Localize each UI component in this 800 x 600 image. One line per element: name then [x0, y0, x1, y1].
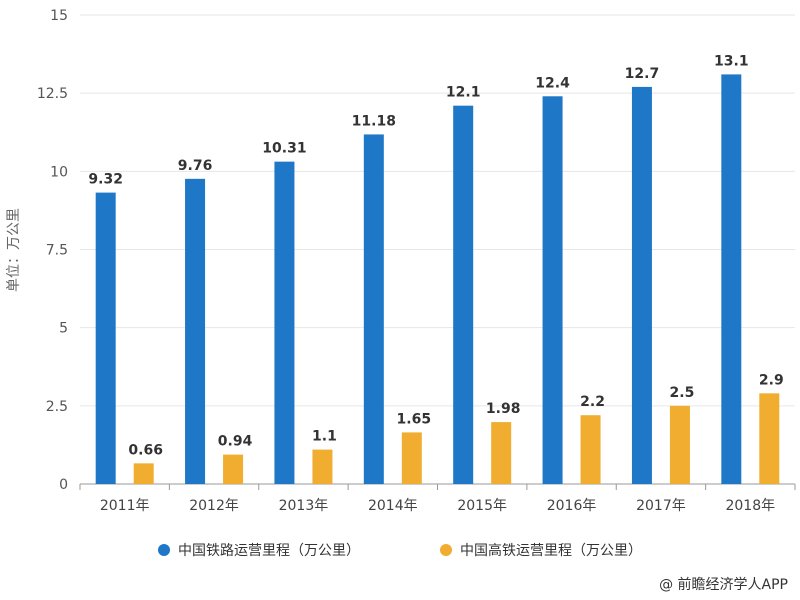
x-tick-label: 2015年: [457, 498, 507, 514]
data-label-railway: 12.4: [535, 75, 570, 91]
bar-highspeed: [312, 449, 333, 484]
x-tick-label: 2014年: [368, 498, 418, 514]
bar-railway: [95, 192, 116, 484]
y-tick-label: 12.5: [37, 86, 68, 102]
data-label-railway: 10.31: [262, 141, 306, 157]
x-tick-label: 2013年: [279, 498, 329, 514]
bar-railway: [631, 86, 652, 484]
data-label-railway: 9.32: [88, 172, 123, 188]
y-tick-label: 7.5: [46, 243, 68, 259]
bars: [95, 74, 780, 484]
y-tick-label: 5: [59, 321, 68, 337]
x-tick-label: 2011年: [100, 498, 150, 514]
data-labels: 9.32 0.66 9.76 0.94 10.31 1.1 11.18 1.65 12.1 1.9…: [88, 53, 783, 458]
data-label-highspeed: 1.65: [397, 411, 432, 427]
data-label-railway: 12.7: [625, 66, 660, 82]
data-label-highspeed: 2.9: [759, 372, 784, 388]
data-label-railway: 12.1: [446, 85, 481, 101]
data-label-railway: 11.18: [352, 113, 396, 129]
bar-railway: [721, 74, 742, 484]
x-tick-label: 2017年: [636, 498, 686, 514]
data-label-highspeed: 2.2: [580, 394, 605, 410]
bar-railway: [542, 96, 563, 484]
axes: 0 2.5 5 7.5 10 12.5 15 2011年 2012年 2013年 2014年 2015…: [37, 8, 796, 514]
bar-highspeed: [759, 393, 780, 484]
data-label-railway: 9.76: [178, 158, 213, 174]
bar-railway: [363, 134, 384, 484]
data-label-highspeed: 1.1: [312, 429, 337, 445]
x-tick-label: 2018年: [725, 498, 775, 514]
bar-chart: 0 2.5 5 7.5 10 12.5 15 2011年 2012年 2013年 2014年 2015…: [6, 8, 796, 514]
legend-item-railway[interactable]: 中国铁路运营里程（万公里）: [158, 540, 360, 560]
y-tick-label: 0: [59, 477, 68, 493]
y-tick-label: 10: [50, 164, 68, 180]
y-axis-label: 单位：万公里: [6, 208, 22, 292]
legend-item-highspeed[interactable]: 中国高铁运营里程（万公里）: [440, 540, 642, 560]
bar-highspeed: [133, 463, 154, 484]
legend-label-railway: 中国铁路运营里程（万公里）: [178, 543, 360, 559]
legend-label-highspeed: 中国高铁运营里程（万公里）: [460, 543, 642, 559]
legend: 中国铁路运营里程（万公里） 中国高铁运营里程（万公里）: [0, 540, 800, 560]
bar-railway: [185, 178, 206, 484]
data-label-railway: 13.1: [714, 53, 749, 69]
y-tick-label: 2.5: [46, 399, 68, 415]
legend-swatch-highspeed: [440, 544, 452, 556]
bar-highspeed: [669, 405, 690, 484]
bar-highspeed: [223, 454, 244, 484]
legend-swatch-railway: [158, 544, 170, 556]
bar-highspeed: [491, 422, 512, 484]
bar-railway: [453, 105, 474, 484]
data-label-highspeed: 0.94: [218, 434, 253, 450]
data-label-highspeed: 2.5: [670, 385, 695, 401]
y-tick-label: 15: [50, 8, 68, 24]
data-label-highspeed: 0.66: [128, 442, 163, 458]
x-tick-label: 2012年: [189, 498, 239, 514]
bar-highspeed: [580, 415, 601, 484]
x-tick-label: 2016年: [547, 498, 597, 514]
bar-railway: [274, 161, 295, 484]
data-label-highspeed: 1.98: [486, 401, 521, 417]
bar-highspeed: [401, 432, 422, 484]
source-credit: @ 前瞻经济学人APP: [659, 577, 788, 593]
